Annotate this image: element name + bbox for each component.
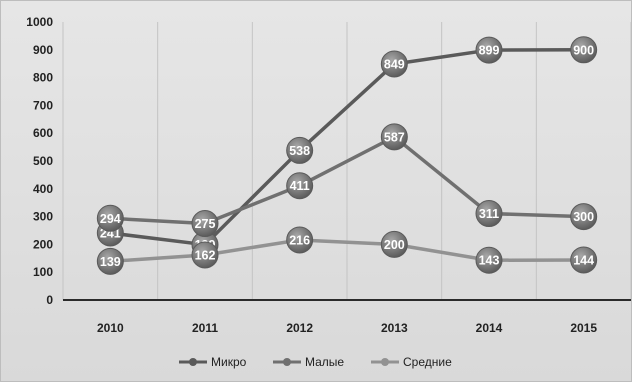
y-tick-label: 700	[33, 98, 53, 112]
data-point	[96, 247, 124, 275]
series-lines	[110, 48, 584, 264]
y-tick-label: 600	[33, 126, 53, 140]
data-label: 899	[479, 44, 500, 58]
legend-marker	[283, 358, 291, 366]
data-point	[380, 230, 408, 258]
data-point	[380, 50, 408, 78]
data-point	[475, 36, 503, 64]
data-point	[570, 36, 598, 64]
x-tick-label: 2014	[476, 321, 503, 335]
legend-marker	[189, 358, 197, 366]
data-label: 538	[289, 144, 310, 158]
data-label: 300	[573, 210, 594, 224]
data-point	[286, 172, 314, 200]
legend-item-label: Малые	[305, 355, 344, 369]
data-label: 587	[384, 130, 405, 144]
legend-item-label: Средние	[403, 355, 452, 369]
data-label: 139	[100, 255, 121, 269]
y-tick-label: 1000	[26, 15, 53, 29]
data-point	[570, 246, 598, 274]
data-point	[96, 204, 124, 232]
x-tick-label: 2015	[570, 321, 597, 335]
x-tick-label: 2011	[192, 321, 218, 335]
y-tick-label: 400	[33, 182, 53, 196]
data-markers: 2411995388498999002942754115873113001391…	[96, 36, 598, 275]
y-tick-label: 800	[33, 71, 53, 85]
data-point	[380, 123, 408, 151]
data-label: 311	[479, 207, 499, 221]
data-point	[191, 241, 219, 269]
x-tick-label: 2013	[381, 321, 408, 335]
data-point	[570, 203, 598, 231]
data-label: 849	[384, 57, 405, 71]
series-line	[110, 48, 584, 247]
data-label: 294	[100, 212, 121, 226]
data-point	[286, 226, 314, 254]
data-label: 900	[573, 43, 594, 57]
y-tick-label: 300	[33, 210, 53, 224]
series-line	[110, 238, 584, 264]
data-point	[191, 210, 219, 238]
legend-item-label: Микро	[211, 355, 247, 369]
data-label: 216	[289, 233, 310, 247]
data-label: 162	[195, 248, 216, 262]
x-tick-label: 2012	[286, 321, 313, 335]
axes: 0 100 200 300 400 500 600 700 800 900 1000 2010 2011…	[26, 15, 631, 335]
data-label: 143	[479, 254, 500, 268]
y-tick-label: 500	[33, 154, 53, 168]
y-tick-label: 200	[33, 237, 53, 251]
x-tick-label: 2010	[97, 321, 124, 335]
data-label: 275	[195, 217, 216, 231]
y-tick-label: 900	[33, 43, 53, 57]
y-tick-label: 0	[46, 293, 53, 307]
y-tick-label: 100	[33, 265, 53, 279]
data-point	[475, 246, 503, 274]
legend: Микро Малые Средние	[179, 355, 452, 369]
data-point	[286, 136, 314, 164]
legend-marker	[381, 358, 389, 366]
data-point	[475, 200, 503, 228]
data-label: 411	[290, 179, 310, 193]
data-label: 200	[384, 238, 405, 252]
data-label: 144	[573, 253, 594, 267]
series-line	[110, 135, 584, 226]
